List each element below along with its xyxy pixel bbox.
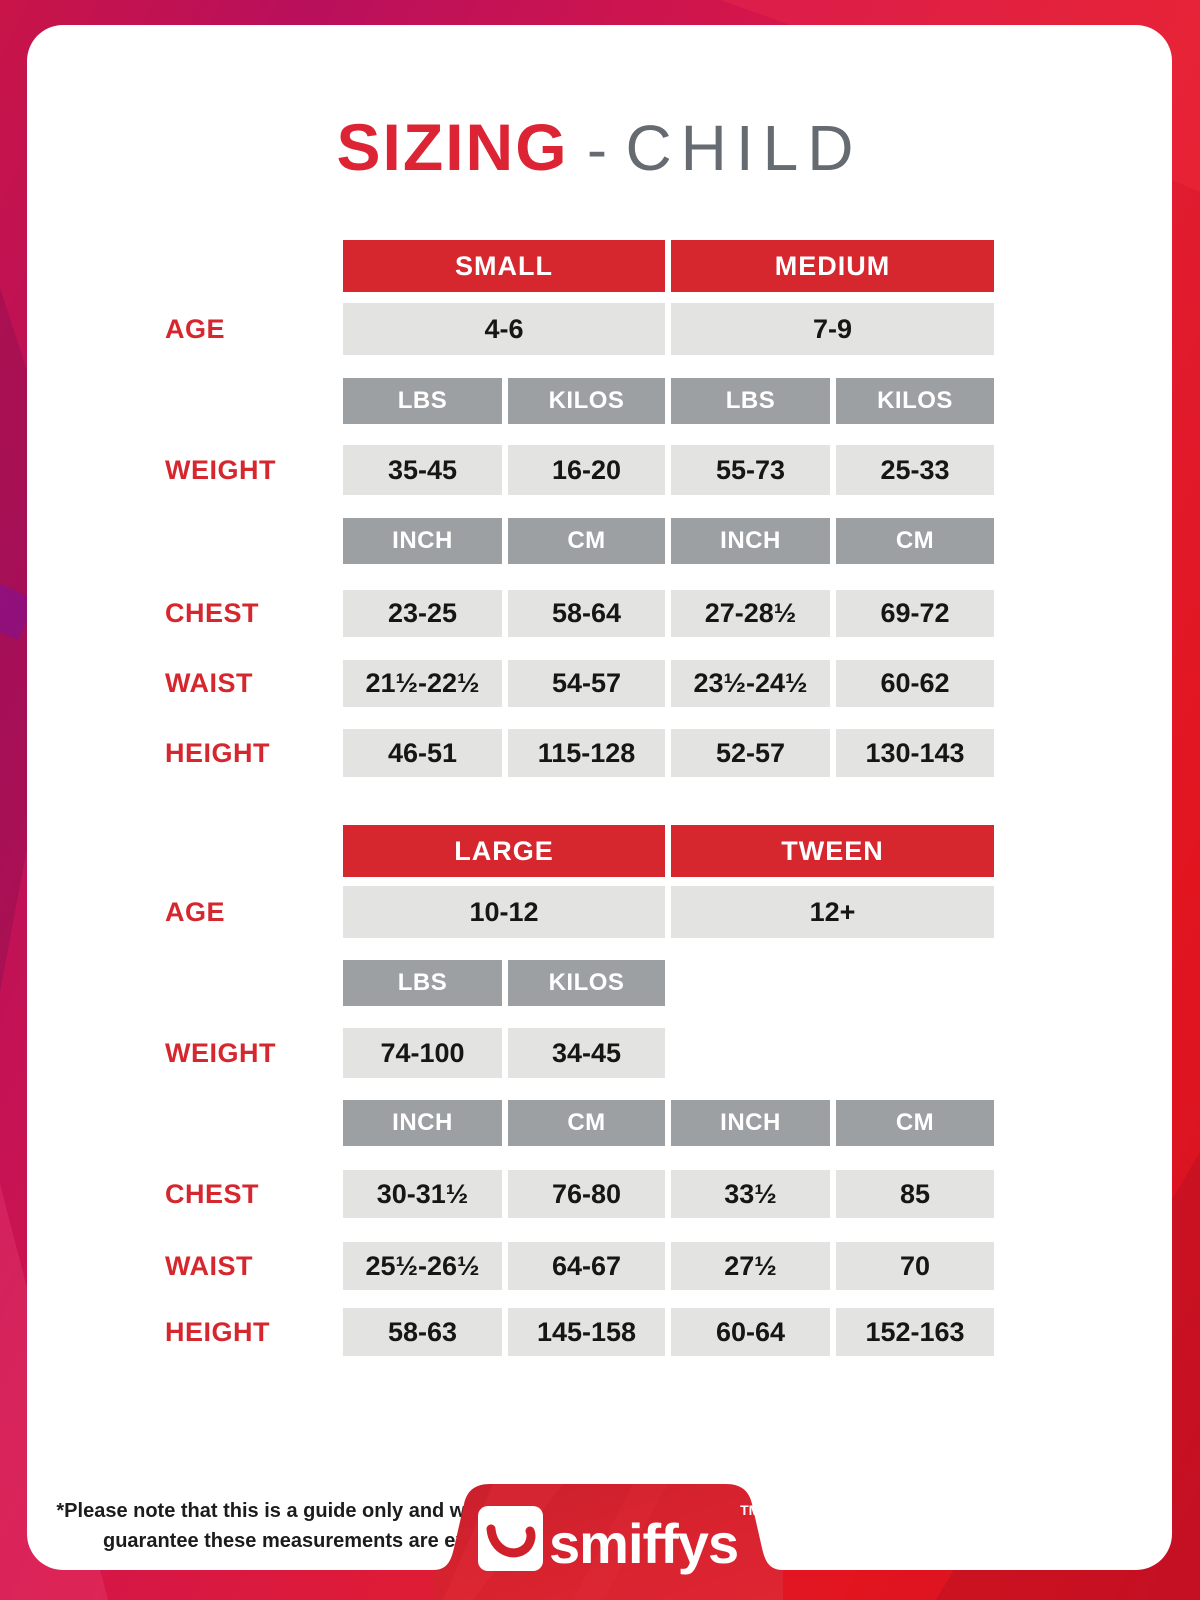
age-row-label: AGE	[165, 313, 226, 344]
weight-unit-header-row: LBS KILOS LBS KILOS	[165, 378, 994, 424]
chest-value: 58-64	[508, 590, 665, 637]
weight-value: 74-100	[343, 1028, 502, 1078]
chest-row-label: CHEST	[165, 598, 260, 628]
spacer-cell	[165, 518, 337, 564]
title-separator: -	[587, 116, 607, 183]
height-value: 145-158	[508, 1308, 665, 1356]
unit-header-kilos: KILOS	[836, 378, 994, 424]
weight-value: 55-73	[671, 445, 830, 495]
size-header-row: LARGE TWEEN	[165, 825, 994, 877]
chest-value: 33½	[671, 1170, 830, 1218]
spacer-cell	[165, 825, 337, 877]
height-row-label: HEIGHT	[165, 1316, 271, 1347]
smiffys-smile-icon	[478, 1506, 543, 1571]
chest-value: 85	[836, 1170, 994, 1218]
size-header-tween: TWEEN	[671, 825, 994, 877]
content-card: SIZING - CHILD SMALL MEDIUM AGE 4-6 7-9 …	[27, 25, 1172, 1570]
unit-header-inch: INCH	[343, 518, 502, 564]
disclaimer-line-2: guarantee these measurements are exact.	[103, 1530, 501, 1552]
trademark-symbol: TM	[740, 1502, 761, 1519]
size-header-row: SMALL MEDIUM	[165, 240, 994, 292]
height-value: 130-143	[836, 729, 994, 777]
waist-value: 27½	[671, 1242, 830, 1290]
size-header-large: LARGE	[343, 825, 665, 877]
unit-header-cm: CM	[836, 1100, 994, 1146]
title-sizing: SIZING	[336, 110, 569, 184]
weight-row: WEIGHT 35-45 16-20 55-73 25-33	[165, 445, 994, 495]
height-value: 46-51	[343, 729, 502, 777]
weight-unit-header-row: LBS KILOS	[165, 960, 994, 1006]
weight-value: 34-45	[508, 1028, 665, 1078]
height-value: 58-63	[343, 1308, 502, 1356]
unit-header-lbs: LBS	[343, 378, 502, 424]
unit-header-cm: CM	[508, 1100, 665, 1146]
weight-row: WEIGHT 74-100 34-45	[165, 1028, 994, 1078]
chest-row-label: CHEST	[165, 1178, 260, 1209]
waist-value: 21½-22½	[343, 660, 502, 707]
height-row: HEIGHT 46-51 115-128 52-57 130-143	[165, 729, 994, 777]
waist-row-label: WAIST	[165, 668, 253, 698]
brand-name: smiffys	[549, 1512, 739, 1575]
chest-value: 27-28½	[671, 590, 830, 637]
height-value: 152-163	[836, 1308, 994, 1356]
measure-unit-header-row: INCH CM INCH CM	[165, 518, 994, 564]
age-value-medium: 7-9	[671, 303, 994, 355]
unit-header-kilos: KILOS	[508, 378, 665, 424]
height-value: 115-128	[508, 729, 665, 777]
chest-row: CHEST 30-31½ 76-80 33½ 85	[165, 1170, 994, 1218]
height-row-label: HEIGHT	[165, 737, 271, 768]
weight-value: 16-20	[508, 445, 665, 495]
height-row: HEIGHT 58-63 145-158 60-64 152-163	[165, 1308, 994, 1356]
unit-header-lbs: LBS	[671, 378, 830, 424]
spacer-cell	[165, 1100, 337, 1146]
chest-row: CHEST 23-25 58-64 27-28½ 69-72	[165, 590, 994, 637]
smiffys-wordmark: smiffysTM	[549, 1502, 760, 1576]
size-header-medium: MEDIUM	[671, 240, 994, 292]
height-value: 52-57	[671, 729, 830, 777]
waist-row-label: WAIST	[165, 1250, 253, 1281]
chest-value: 23-25	[343, 590, 502, 637]
chest-value: 69-72	[836, 590, 994, 637]
age-value-large: 10-12	[343, 886, 665, 938]
unit-header-inch: INCH	[343, 1100, 502, 1146]
age-row: AGE 10-12 12+	[165, 886, 994, 938]
title-child: CHILD	[625, 112, 863, 184]
age-row-label: AGE	[165, 896, 226, 927]
chest-value: 76-80	[508, 1170, 665, 1218]
unit-header-kilos: KILOS	[508, 960, 665, 1006]
weight-row-label: WEIGHT	[165, 1037, 276, 1068]
unit-header-inch: INCH	[671, 1100, 830, 1146]
disclaimer-note: *Please note that this is a guide only a…	[47, 1496, 557, 1556]
unit-header-inch: INCH	[671, 518, 830, 564]
age-value-tween: 12+	[671, 886, 994, 938]
unit-header-cm: CM	[836, 518, 994, 564]
waist-value: 25½-26½	[343, 1242, 502, 1290]
waist-value: 54-57	[508, 660, 665, 707]
spacer-cell	[165, 960, 337, 1006]
age-row: AGE 4-6 7-9	[165, 303, 994, 355]
unit-header-lbs: LBS	[343, 960, 502, 1006]
waist-value: 60-62	[836, 660, 994, 707]
unit-header-cm: CM	[508, 518, 665, 564]
disclaimer-line-1: *Please note that this is a guide only a…	[56, 1500, 548, 1522]
measure-unit-header-row: INCH CM INCH CM	[165, 1100, 994, 1146]
size-header-small: SMALL	[343, 240, 665, 292]
spacer-cell	[165, 378, 337, 424]
waist-row: WAIST 21½-22½ 54-57 23½-24½ 60-62	[165, 660, 994, 707]
height-value: 60-64	[671, 1308, 830, 1356]
waist-value: 70	[836, 1242, 994, 1290]
age-value-small: 4-6	[343, 303, 665, 355]
sizing-tables: SMALL MEDIUM AGE 4-6 7-9 LBS KILOS LBS K…	[165, 240, 994, 1356]
waist-value: 23½-24½	[671, 660, 830, 707]
weight-row-label: WEIGHT	[165, 454, 276, 485]
waist-value: 64-67	[508, 1242, 665, 1290]
chest-value: 30-31½	[343, 1170, 502, 1218]
waist-row: WAIST 25½-26½ 64-67 27½ 70	[165, 1242, 994, 1290]
spacer-cell	[165, 240, 337, 292]
weight-value: 25-33	[836, 445, 994, 495]
weight-value: 35-45	[343, 445, 502, 495]
page-title: SIZING - CHILD	[27, 110, 1172, 186]
